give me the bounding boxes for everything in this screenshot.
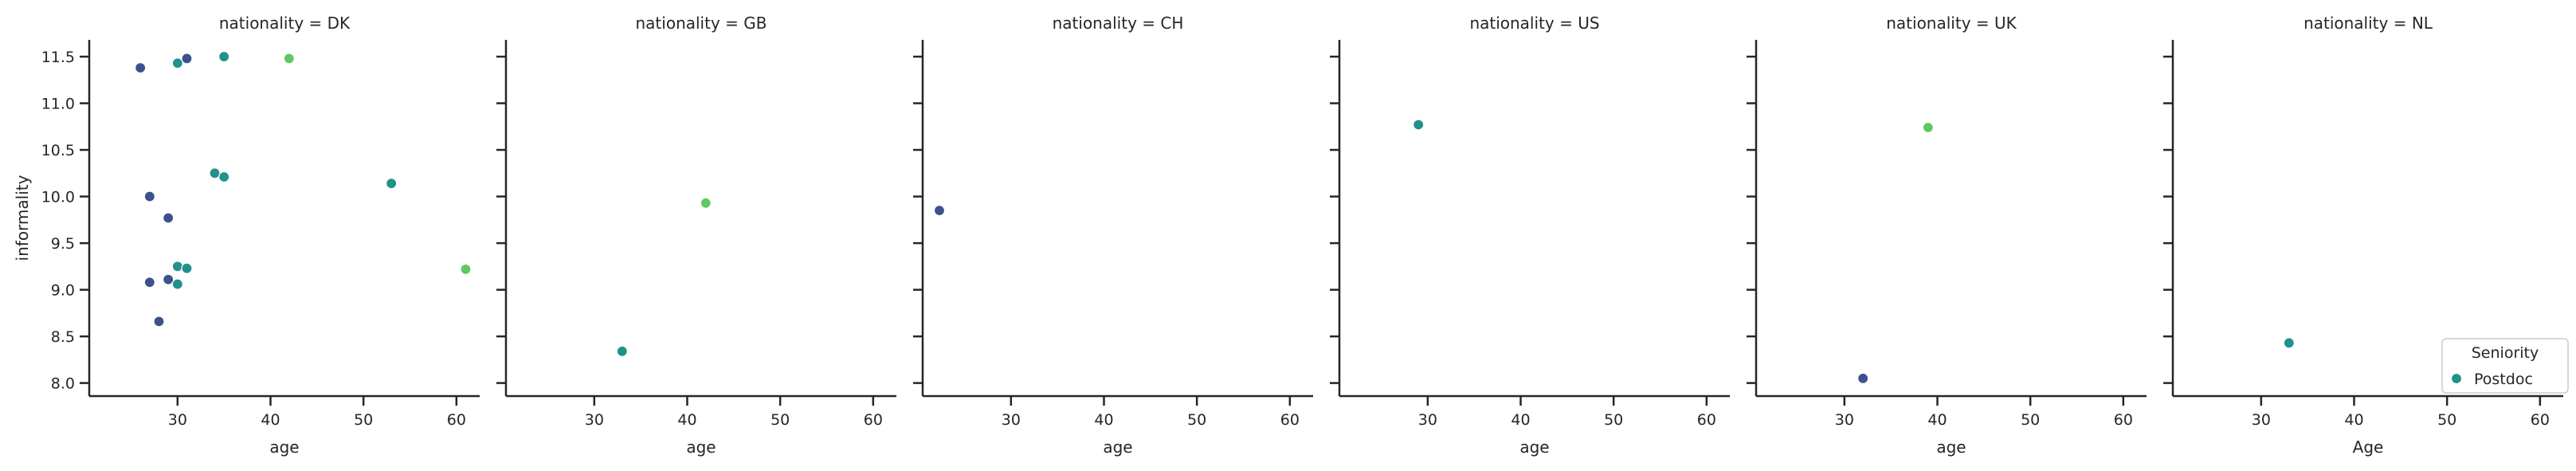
x-tick-label: 40 (1511, 411, 1530, 429)
data-point (163, 273, 174, 285)
data-point (143, 190, 155, 202)
data-point (218, 50, 230, 63)
y-tick-label: 10.0 (41, 189, 75, 206)
data-point (163, 212, 174, 224)
data-point (2283, 337, 2295, 349)
y-tick-label: 10.5 (41, 142, 75, 159)
x-axis-label: age (1519, 438, 1549, 457)
panel-title: nationality = US (1469, 14, 1599, 33)
y-axis-label: informality (13, 175, 32, 261)
x-tick-label: 40 (2344, 411, 2363, 429)
panel-title: nationality = DK (219, 14, 351, 33)
data-point (181, 53, 193, 65)
x-tick-label: 60 (447, 411, 466, 429)
x-axis-label: age (1936, 438, 1966, 457)
x-tick-label: 50 (770, 411, 790, 429)
x-tick-label: 30 (585, 411, 604, 429)
panel-title: nationality = NL (2304, 14, 2433, 33)
y-tick-label: 11.5 (41, 49, 75, 66)
y-tick-label: 11.0 (41, 96, 75, 113)
data-point (1857, 372, 1869, 384)
data-point (616, 345, 628, 357)
legend-box (2441, 338, 2569, 394)
data-point (209, 167, 221, 179)
y-tick-label: 8.5 (51, 328, 75, 346)
x-axis-label: age (269, 438, 299, 457)
y-tick-label: 9.5 (51, 235, 75, 253)
x-tick-label: 40 (677, 411, 696, 429)
data-point (153, 316, 165, 328)
x-tick-label: 60 (2114, 411, 2133, 429)
x-axis-label: age (1103, 438, 1132, 457)
legend-title: Seniority (2472, 344, 2539, 362)
y-tick-label: 8.0 (51, 375, 75, 393)
x-tick-label: 30 (168, 411, 187, 429)
x-tick-label: 60 (1697, 411, 1716, 429)
x-tick-label: 60 (864, 411, 883, 429)
legend-marker (2450, 372, 2463, 385)
x-tick-label: 30 (1418, 411, 1437, 429)
data-point (218, 171, 230, 183)
x-tick-label: 40 (261, 411, 280, 429)
x-tick-label: 50 (1187, 411, 1206, 429)
data-point (181, 262, 193, 274)
panel-title: nationality = UK (1886, 14, 2017, 33)
x-tick-label: 40 (1094, 411, 1113, 429)
data-point (171, 57, 183, 69)
data-point (283, 53, 295, 65)
x-tick-label: 60 (1280, 411, 1300, 429)
x-tick-label: 50 (2437, 411, 2456, 429)
data-point (1413, 119, 1425, 131)
y-tick-label: 9.0 (51, 282, 75, 300)
x-tick-label: 60 (2531, 411, 2550, 429)
x-tick-label: 30 (1835, 411, 1854, 429)
x-tick-label: 40 (1927, 411, 1947, 429)
data-point (700, 197, 712, 209)
data-point (135, 62, 147, 74)
data-point (933, 205, 946, 217)
x-tick-label: 50 (2021, 411, 2040, 429)
legend-entry-label: Postdoc (2474, 371, 2533, 388)
x-axis-label: age (686, 438, 716, 457)
data-point (171, 278, 183, 290)
panel-title: nationality = CH (1053, 14, 1184, 33)
panel-title: nationality = GB (636, 14, 767, 33)
x-tick-label: 30 (1002, 411, 1021, 429)
data-point (460, 263, 472, 275)
data-point (143, 277, 155, 288)
data-point (171, 261, 183, 273)
x-tick-label: 30 (2252, 411, 2271, 429)
data-point (1922, 121, 1934, 134)
x-tick-label: 50 (354, 411, 373, 429)
data-point (386, 178, 398, 190)
x-tick-label: 50 (1604, 411, 1623, 429)
x-axis-label: Age (2353, 438, 2384, 457)
